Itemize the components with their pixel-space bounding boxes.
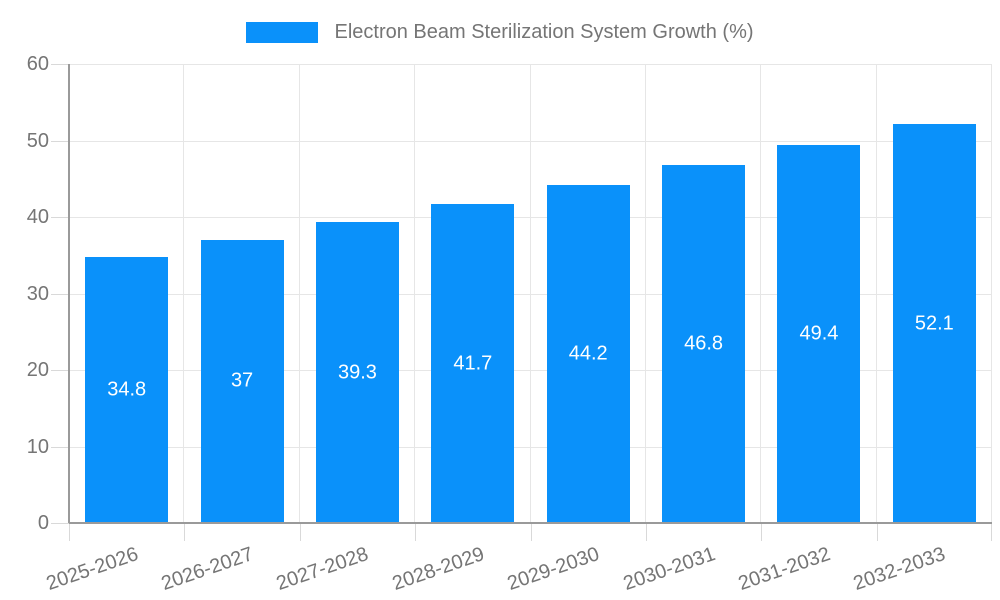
y-axis-tick-label: 60	[26, 53, 49, 75]
x-gridline	[298, 64, 300, 523]
x-gridline	[991, 64, 992, 523]
y-axis-tick-label: 20	[26, 359, 49, 381]
x-axis-tick-label: 2031-2032	[735, 543, 834, 595]
x-axis-tick-label: 2029-2030	[504, 543, 603, 595]
bar-2032-2033: 52.1	[892, 124, 976, 523]
bar-value-label: 39.3	[337, 361, 377, 384]
bar-value-label: 34.8	[107, 378, 147, 401]
x-tick-mark	[991, 523, 992, 541]
bar-2031-2032: 49.4	[777, 145, 861, 523]
x-gridline	[875, 64, 877, 523]
y-axis-tick-label: 40	[26, 206, 49, 228]
x-gridline	[529, 64, 531, 523]
x-tick-mark	[876, 523, 878, 541]
x-tick-mark	[530, 523, 532, 541]
x-axis-tick-label: 2025-2026	[43, 543, 141, 595]
bar-2030-2031: 46.8	[662, 164, 746, 523]
bar-2027-2028: 39.3	[315, 222, 399, 523]
x-tick-mark	[645, 523, 647, 541]
x-axis-tick-label: 2026-2027	[158, 543, 257, 595]
y-gridline	[69, 217, 992, 218]
x-gridline	[644, 64, 646, 523]
bar-value-label: 49.4	[799, 322, 839, 345]
y-gridline	[69, 64, 992, 65]
x-tick-mark	[415, 523, 417, 541]
y-gridline	[69, 293, 992, 295]
y-axis-tick-label: 10	[26, 435, 49, 458]
x-gridline	[760, 64, 762, 523]
chart-legend[interactable]: Electron Beam Sterilization System Growt…	[0, 21, 1000, 44]
y-gridline	[69, 370, 992, 371]
y-tick-mark	[51, 140, 69, 142]
y-axis-tick-label: 0	[37, 512, 49, 534]
bar-value-label: 44.2	[568, 342, 608, 365]
y-gridline	[69, 446, 992, 448]
y-tick-mark	[51, 446, 69, 448]
x-axis-tick-label: 2027-2028	[273, 543, 372, 595]
bar-value-label: 41.7	[453, 352, 493, 374]
bar-value-label: 46.8	[684, 332, 724, 355]
y-tick-mark	[51, 217, 69, 218]
x-axis-tick-label: 2030-2031	[620, 543, 718, 595]
y-tick-mark	[51, 64, 69, 65]
x-gridline	[183, 64, 185, 523]
bar-2025-2026: 34.8	[85, 256, 169, 523]
bar-2026-2027: 37	[200, 239, 284, 523]
x-tick-mark	[761, 523, 763, 541]
bar-value-label: 52.1	[914, 312, 954, 335]
x-tick-mark	[299, 523, 301, 541]
y-tick-mark	[51, 370, 69, 371]
bar-2028-2029: 41.7	[431, 204, 515, 523]
legend-label[interactable]: Electron Beam Sterilization System Growt…	[334, 21, 754, 43]
y-axis-tick-label: 30	[26, 282, 49, 305]
y-tick-mark	[51, 293, 69, 295]
bar-value-label: 37	[230, 369, 254, 392]
legend-swatch[interactable]	[246, 22, 319, 43]
bar-2029-2030: 44.2	[546, 184, 630, 523]
x-axis-tick-label: 2028-2029	[389, 543, 487, 595]
x-tick-mark	[184, 523, 186, 541]
x-axis-tick-label: 2032-2033	[850, 543, 949, 595]
y-axis-line	[68, 64, 70, 523]
plot-area: 0 10 20 30 40 50 60 34.8 2025-2026 37 2026-2027 39.…	[27, 53, 992, 595]
x-axis-line	[69, 522, 992, 524]
y-tick-mark	[51, 523, 69, 524]
x-gridline	[414, 64, 416, 523]
x-tick-mark	[69, 523, 70, 541]
y-gridline	[69, 140, 992, 142]
y-axis-tick-label: 50	[26, 129, 49, 152]
